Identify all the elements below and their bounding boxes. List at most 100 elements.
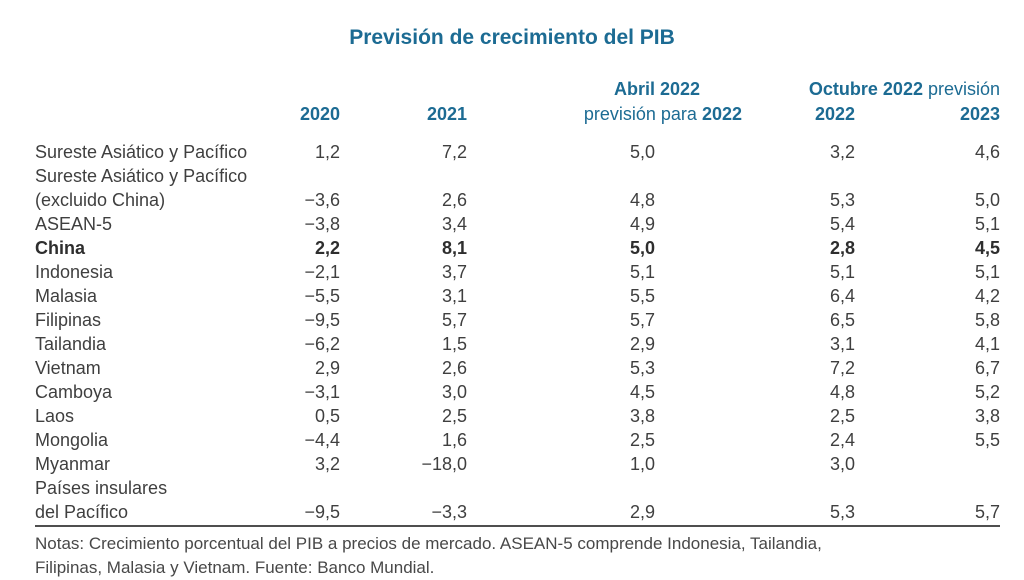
header-region-column bbox=[35, 102, 285, 140]
header-group-octubre-2022-year: Octubre 2022 bbox=[808, 79, 923, 99]
table-row: Indonesia −2,1 3,7 5,1 5,1 5,1 bbox=[35, 260, 1000, 284]
value-2021: 3,1 bbox=[441, 286, 467, 306]
header-col-2021: 2021 bbox=[426, 104, 467, 124]
row-label: Países insulares del Pacífico bbox=[35, 476, 285, 527]
table-row: Tailandia −6,2 1,5 2,9 3,1 4,1 bbox=[35, 332, 1000, 356]
header-group-abril-2022: Abril 2022 bbox=[467, 77, 742, 102]
header-spacer bbox=[35, 77, 467, 102]
header-group-abril-2022-label: Abril 2022 bbox=[613, 79, 700, 99]
row-label: ASEAN-5 bbox=[35, 214, 113, 234]
value-2021: 2,5 bbox=[441, 406, 467, 426]
value-octubre-2022: 6,5 bbox=[829, 310, 855, 330]
header-col-abril-prevision-text: previsión para bbox=[583, 104, 702, 124]
value-octubre-2023: 6,7 bbox=[974, 358, 1001, 378]
header-col-abril-prevision: previsión para 2022 bbox=[467, 102, 742, 140]
value-abril-2022: 5,5 bbox=[629, 286, 655, 306]
row-label: Camboya bbox=[35, 382, 113, 402]
value-octubre-2022: 6,4 bbox=[829, 286, 855, 306]
value-abril-2022: 5,0 bbox=[629, 238, 655, 258]
row-label: Sureste Asiático y Pacífico (excluido Ch… bbox=[35, 166, 248, 210]
value-octubre-2022: 2,5 bbox=[829, 406, 855, 426]
value-2020: −5,5 bbox=[304, 286, 340, 306]
value-octubre-2022: 5,3 bbox=[829, 190, 855, 210]
header-col-octubre-2023: 2023 bbox=[959, 104, 1001, 124]
value-octubre-2023: 4,6 bbox=[974, 142, 1001, 162]
row-label: Tailandia bbox=[35, 334, 107, 354]
value-2021: 1,6 bbox=[441, 430, 467, 450]
table-row: Malasia −5,5 3,1 5,5 6,4 4,2 bbox=[35, 284, 1000, 308]
value-octubre-2022: 3,2 bbox=[829, 142, 855, 162]
value-abril-2022: 5,0 bbox=[629, 142, 655, 162]
table-row: China 2,2 8,1 5,0 2,8 4,5 bbox=[35, 236, 1000, 260]
value-abril-2022: 3,8 bbox=[629, 406, 655, 426]
value-octubre-2022: 3,0 bbox=[829, 454, 855, 474]
value-octubre-2023 bbox=[855, 452, 1000, 476]
table-row: Filipinas −9,5 5,7 5,7 6,5 5,8 bbox=[35, 308, 1000, 332]
row-label: Malasia bbox=[35, 286, 98, 306]
row-label: Mongolia bbox=[35, 430, 109, 450]
value-2021: 7,2 bbox=[441, 142, 467, 162]
page-title: Previsión de crecimiento del PIB bbox=[349, 26, 675, 49]
value-octubre-2023: 5,1 bbox=[974, 214, 1001, 234]
table-row: Mongolia −4,4 1,6 2,5 2,4 5,5 bbox=[35, 428, 1000, 452]
value-octubre-2023: 3,8 bbox=[974, 406, 1001, 426]
value-2021: −3,3 bbox=[340, 476, 467, 527]
value-2021: 1,5 bbox=[441, 334, 467, 354]
value-octubre-2022: 2,4 bbox=[829, 430, 855, 450]
value-2020: −3,6 bbox=[304, 190, 340, 210]
value-octubre-2022: 7,2 bbox=[829, 358, 855, 378]
value-octubre-2022: 5,4 bbox=[829, 214, 855, 234]
value-octubre-2023: 5,0 bbox=[974, 190, 1001, 210]
value-2020: 2,2 bbox=[314, 238, 340, 258]
table-row: Laos 0,5 2,5 3,8 2,5 3,8 bbox=[35, 404, 1000, 428]
header-group-octubre-2022-prevision: previsión bbox=[922, 79, 1001, 99]
row-label: Myanmar bbox=[35, 454, 111, 474]
value-abril-2022: 4,8 bbox=[629, 190, 655, 210]
table-row: Camboya −3,1 3,0 4,5 4,8 5,2 bbox=[35, 380, 1000, 404]
value-octubre-2023: 4,5 bbox=[974, 238, 1001, 258]
value-2021: −18,0 bbox=[421, 454, 467, 474]
value-abril-2022: 2,9 bbox=[467, 476, 742, 527]
value-2020: −3,8 bbox=[304, 214, 340, 234]
value-2020: 1,2 bbox=[314, 142, 340, 162]
row-label: China bbox=[35, 238, 86, 258]
table-notes: Notas: Crecimiento porcentual del PIB a … bbox=[35, 534, 822, 577]
row-label: Filipinas bbox=[35, 310, 102, 330]
table-body: Sureste Asiático y Pacífico 1,2 7,2 5,0 … bbox=[35, 140, 1001, 527]
value-2020: −4,4 bbox=[304, 430, 340, 450]
value-abril-2022: 5,1 bbox=[629, 262, 655, 282]
header-group-octubre-2022: Octubre 2022 previsión bbox=[742, 77, 1000, 102]
value-octubre-2022: 5,3 bbox=[742, 476, 855, 527]
table-row: Sureste Asiático y Pacífico 1,2 7,2 5,0 … bbox=[35, 140, 1000, 164]
header-col-2020: 2020 bbox=[299, 104, 340, 124]
value-2021: 8,1 bbox=[441, 238, 467, 258]
value-2020: −9,5 bbox=[285, 476, 340, 527]
value-abril-2022: 2,9 bbox=[629, 334, 655, 354]
value-2021: 3,7 bbox=[441, 262, 467, 282]
value-octubre-2022: 2,8 bbox=[829, 238, 855, 258]
header-col-abril-prevision-year: 2022 bbox=[701, 104, 742, 124]
value-octubre-2023: 4,2 bbox=[974, 286, 1001, 306]
value-2020: 0,5 bbox=[314, 406, 340, 426]
table-row: Países insulares del Pacífico −9,5 −3,3 … bbox=[35, 476, 1001, 527]
value-octubre-2023: 5,2 bbox=[974, 382, 1001, 402]
row-label: Vietnam bbox=[35, 358, 101, 378]
value-2021: 2,6 bbox=[441, 190, 467, 210]
value-octubre-2022: 4,8 bbox=[829, 382, 855, 402]
table-row: ASEAN-5 −3,8 3,4 4,9 5,4 5,1 bbox=[35, 212, 1000, 236]
value-2020: −2,1 bbox=[304, 262, 340, 282]
value-octubre-2023: 5,8 bbox=[974, 310, 1001, 330]
header-col-octubre-2022: 2022 bbox=[814, 104, 855, 124]
row-label: Sureste Asiático y Pacífico bbox=[35, 142, 248, 162]
table-subheader-row: 2020 2021 previsión para 2022 2022 2023 bbox=[35, 102, 1000, 140]
value-2021: 3,0 bbox=[441, 382, 467, 402]
value-2020: −3,1 bbox=[304, 382, 340, 402]
value-2021: 3,4 bbox=[441, 214, 467, 234]
value-octubre-2022: 5,1 bbox=[829, 262, 855, 282]
value-abril-2022: 2,5 bbox=[629, 430, 655, 450]
table-row: Myanmar 3,2 −18,0 1,0 3,0 bbox=[35, 452, 1000, 476]
value-abril-2022: 4,9 bbox=[629, 214, 655, 234]
value-octubre-2023: 5,5 bbox=[974, 430, 1001, 450]
gdp-forecast-table: Abril 2022 Octubre 2022 previsión 2020 2… bbox=[35, 77, 1001, 527]
value-abril-2022: 1,0 bbox=[629, 454, 655, 474]
